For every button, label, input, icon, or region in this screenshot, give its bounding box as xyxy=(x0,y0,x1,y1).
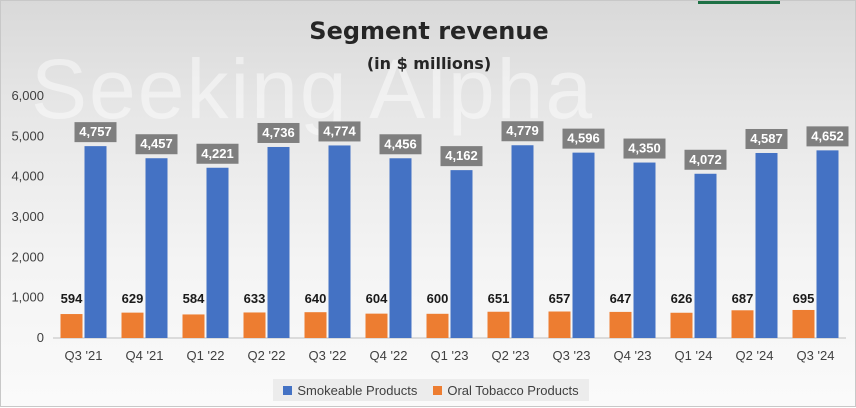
data-label-smokeable: 4,587 xyxy=(750,131,783,146)
bar-oral-tobacco xyxy=(121,312,144,338)
top-accent-bar xyxy=(698,1,780,4)
data-label-box-smokeable xyxy=(745,128,788,149)
legend-label-oral: Oral Tobacco Products xyxy=(447,382,579,398)
x-tick-label: Q3 '23 xyxy=(553,348,591,363)
x-tick-label: Q2 '22 xyxy=(248,348,286,363)
data-label-box-smokeable xyxy=(196,143,239,164)
legend: Smokeable Products Oral Tobacco Products xyxy=(273,379,589,401)
bar-oral-tobacco xyxy=(426,313,449,338)
data-label-oral: 647 xyxy=(610,291,632,306)
data-label-smokeable: 4,774 xyxy=(323,123,356,138)
bar-smokeable xyxy=(84,146,107,338)
y-tick-label: 1,000 xyxy=(11,290,44,305)
data-label-oral: 584 xyxy=(183,291,205,306)
legend-item-oral: Oral Tobacco Products xyxy=(433,382,579,398)
bar-smokeable xyxy=(633,162,656,338)
data-label-box-smokeable xyxy=(440,146,483,167)
y-tick-label: 2,000 xyxy=(11,249,44,264)
data-label-smokeable: 4,162 xyxy=(445,148,478,163)
data-label-box-smokeable xyxy=(623,138,666,159)
bar-oral-tobacco xyxy=(670,312,693,338)
x-tick-label: Q4 '23 xyxy=(614,348,652,363)
chart-title: Segment revenue xyxy=(309,17,549,45)
bar-oral-tobacco xyxy=(243,312,266,338)
bar-smokeable xyxy=(511,145,534,338)
bar-smokeable xyxy=(694,173,717,338)
x-tick-label: Q4 '22 xyxy=(370,348,408,363)
data-label-box-smokeable xyxy=(501,121,544,142)
bar-smokeable xyxy=(572,152,595,338)
y-tick-label: 4,000 xyxy=(11,169,44,184)
data-label-smokeable: 4,221 xyxy=(201,146,234,161)
x-tick-label: Q3 '22 xyxy=(309,348,347,363)
y-tick-label: 6,000 xyxy=(11,88,44,103)
y-tick-label: 0 xyxy=(37,330,44,345)
data-label-oral: 600 xyxy=(427,291,449,306)
data-label-smokeable: 4,757 xyxy=(79,124,112,139)
x-tick-label: Q4 '21 xyxy=(126,348,164,363)
chart-subtitle: (in $ millions) xyxy=(366,54,492,73)
bar-smokeable xyxy=(267,146,290,338)
data-label-oral: 629 xyxy=(122,291,144,306)
bar-oral-tobacco xyxy=(487,311,510,338)
bar-smokeable xyxy=(328,145,351,338)
data-label-box-smokeable xyxy=(562,128,605,149)
data-label-oral: 633 xyxy=(244,291,266,306)
data-label-box-smokeable xyxy=(318,121,361,142)
data-label-smokeable: 4,652 xyxy=(811,128,844,143)
data-label-oral: 640 xyxy=(305,291,327,306)
data-label-smokeable: 4,350 xyxy=(628,141,661,156)
data-label-oral: 657 xyxy=(549,291,571,306)
data-label-smokeable: 4,779 xyxy=(506,123,539,138)
legend-label-smokeable: Smokeable Products xyxy=(297,382,418,398)
bar-oral-tobacco xyxy=(304,312,327,338)
data-label-smokeable: 4,736 xyxy=(262,125,295,140)
bar-oral-tobacco xyxy=(182,314,205,338)
data-label-box-smokeable xyxy=(684,149,727,170)
x-tick-label: Q1 '24 xyxy=(675,348,713,363)
data-label-smokeable: 4,456 xyxy=(384,136,417,151)
bar-smokeable xyxy=(755,152,778,338)
bar-oral-tobacco xyxy=(365,313,388,338)
bar-oral-tobacco xyxy=(792,309,815,338)
x-tick-label: Q1 '22 xyxy=(187,348,225,363)
data-label-oral: 651 xyxy=(488,291,510,306)
data-label-box-smokeable xyxy=(135,134,178,155)
x-tick-label: Q2 '24 xyxy=(736,348,774,363)
data-label-oral: 687 xyxy=(732,291,754,306)
x-tick-label: Q1 '23 xyxy=(431,348,469,363)
y-tick-label: 5,000 xyxy=(11,128,44,143)
data-label-box-smokeable xyxy=(257,122,300,143)
x-tick-label: Q3 '24 xyxy=(797,348,835,363)
data-label-box-smokeable xyxy=(806,126,849,147)
bar-oral-tobacco xyxy=(731,310,754,338)
legend-item-smokeable: Smokeable Products xyxy=(283,383,417,398)
x-tick-label: Q2 '23 xyxy=(492,348,530,363)
data-label-oral: 594 xyxy=(61,291,83,306)
data-label-oral: 626 xyxy=(671,291,693,306)
bar-smokeable xyxy=(389,158,412,338)
data-label-oral: 695 xyxy=(793,291,815,306)
x-tick-label: Q3 '21 xyxy=(65,348,103,363)
data-label-smokeable: 4,457 xyxy=(140,136,173,151)
data-label-oral: 604 xyxy=(366,291,388,306)
bar-smokeable xyxy=(450,170,473,338)
legend-swatch-smokeable xyxy=(283,385,293,395)
data-label-smokeable: 4,072 xyxy=(689,152,722,167)
data-label-smokeable: 4,596 xyxy=(567,131,600,146)
legend-swatch-oral xyxy=(433,385,443,395)
bar-smokeable xyxy=(206,167,229,338)
watermark: Seeking Alpha xyxy=(31,42,595,136)
y-tick-label: 3,000 xyxy=(11,209,44,224)
data-label-box-smokeable xyxy=(74,122,117,143)
bar-smokeable xyxy=(145,158,168,338)
bar-oral-tobacco xyxy=(548,311,571,338)
bar-oral-tobacco xyxy=(609,311,632,338)
data-label-box-smokeable xyxy=(379,134,422,155)
bar-oral-tobacco xyxy=(60,314,83,338)
bar-smokeable xyxy=(816,150,839,338)
